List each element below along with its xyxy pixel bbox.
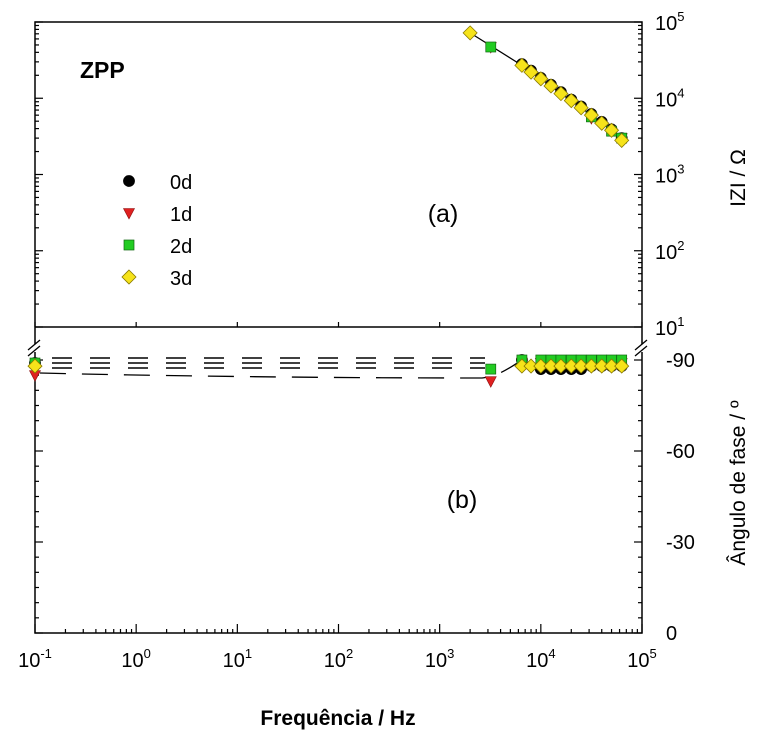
axis-break-mark-left (27, 345, 41, 357)
yb-axis-title: Ângulo de fase / º (727, 400, 750, 566)
x-tick-label: 10-1 (18, 646, 52, 672)
x-tick-label: 100 (121, 646, 150, 672)
phase-dash-curve (39, 359, 523, 379)
legend: 0d 1d 2d 3d (121, 172, 192, 290)
axis-ticks (34, 21, 643, 634)
x-axis-title: Frequência / Hz (260, 707, 415, 730)
plot-frame (27, 21, 648, 634)
panel-a-label: (a) (428, 200, 459, 228)
x-tick-label: 103 (425, 646, 454, 672)
point-b-3d (614, 358, 630, 374)
x-tick-label: 104 (526, 646, 555, 672)
point-b-3d (573, 358, 589, 374)
legend-item-3d: 3d (121, 268, 192, 290)
point-a-3d (462, 25, 478, 41)
point-a-3d (583, 107, 599, 123)
phase-dashed-lines (39, 357, 523, 379)
point-b-3d (27, 358, 43, 374)
axis-break-mark-right (634, 339, 648, 351)
point-a-3d (543, 78, 559, 94)
x-tick-label: 105 (627, 646, 656, 672)
yb-tick-label: -90 (666, 350, 695, 372)
legend-marker-3d (121, 269, 137, 285)
legend-label: 1d (170, 204, 192, 226)
point-a-3d (563, 93, 579, 109)
point-b-3d (603, 358, 620, 374)
legend-item-1d: 1d (123, 204, 192, 226)
legend-item-2d: 2d (123, 236, 192, 258)
x-tick-label: 102 (324, 646, 353, 672)
point-b-3d (553, 358, 569, 374)
point-a-3d (514, 57, 530, 73)
point-b-3d (533, 358, 549, 374)
point-a-3d (594, 115, 610, 131)
point-a-2d (485, 41, 497, 53)
legend-label: 0d (170, 172, 192, 194)
point-b-3d (543, 358, 559, 374)
point-a-3d (603, 122, 620, 138)
axis-break-mark-right (634, 345, 648, 357)
legend-marker-1d (123, 208, 135, 220)
ya-axis-title: IZI / Ω (727, 149, 750, 207)
legend-marker-2d (123, 239, 135, 251)
legend-label: 2d (170, 236, 192, 258)
yb-tick-label: -60 (666, 441, 695, 463)
ya-tick-label: 103 (655, 162, 684, 188)
point-a-3d (553, 86, 569, 102)
ya-tick-label: 102 (655, 238, 684, 264)
axis-break-gap-left (29, 344, 41, 352)
legend-item-0d: 0d (123, 172, 192, 194)
point-a-3d (614, 132, 630, 148)
point-b-2d (485, 363, 497, 375)
ya-tick-label: 101 (655, 314, 684, 340)
ya-tick-label: 104 (655, 85, 684, 111)
point-a-3d (573, 100, 589, 116)
point-a-3d (523, 64, 539, 80)
x-tick-label: 101 (223, 646, 252, 672)
axis-labels: 10-1 100 101 102 103 104 105 105 104 103 102 101 -90… (18, 9, 750, 730)
data-points (27, 25, 630, 388)
legend-label: 3d (170, 268, 192, 290)
point-a-3d (533, 71, 549, 87)
legend-marker-0d (123, 175, 135, 187)
yb-tick-label: -30 (666, 532, 695, 554)
point-b-3d (583, 358, 599, 374)
axis-break-gap-right (636, 344, 648, 352)
ya-tick-label: 105 (655, 9, 684, 35)
sample-label: ZPP (80, 57, 125, 83)
yb-tick-label: 0 (666, 623, 677, 645)
axis-break-mark-left (27, 339, 41, 351)
point-b-1d (484, 376, 497, 388)
panel-b-label: (b) (447, 486, 478, 514)
